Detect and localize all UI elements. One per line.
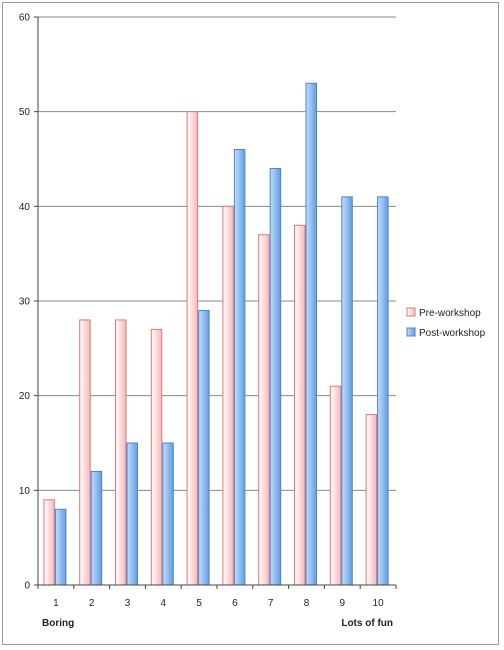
bar-post-workshop-4: [162, 442, 174, 586]
y-tick-label: 0: [24, 581, 30, 592]
bar-pre-workshop-10: [365, 414, 378, 586]
bar-pre-workshop-9: [329, 385, 342, 586]
bar-pre-workshop-7: [258, 234, 270, 586]
bar-post-workshop-9: [341, 196, 353, 586]
x-axis-tick-labels: 1 2 3 4 5 6 7 8 9 10: [37, 585, 397, 609]
x-tick-label-8: 8: [304, 598, 310, 609]
x-tick-label-7: 7: [268, 598, 274, 609]
legend-label-post-workshop: Post-workshop: [419, 328, 486, 339]
bar-post-workshop-8: [305, 82, 317, 586]
bar-pre-workshop-4: [150, 328, 163, 586]
bar-pre-workshop-1: [43, 499, 55, 586]
x-tick-label-5: 5: [196, 598, 202, 609]
y-tick-label: 20: [19, 391, 31, 402]
x-tick-label-4: 4: [161, 598, 167, 609]
bar-pre-workshop-6: [222, 205, 234, 586]
bar-post-workshop-2: [90, 470, 103, 586]
legend-label-pre-workshop: Pre-workshop: [419, 308, 481, 319]
legend-swatch-pre-workshop: [406, 307, 416, 317]
bar-post-workshop-3: [126, 442, 138, 586]
bar-post-workshop-7: [269, 167, 282, 586]
x-axis-right-label: Lots of fun: [341, 618, 393, 629]
legend: Pre-workshop Post-workshop: [406, 307, 486, 339]
y-tick-label: 30: [19, 297, 31, 308]
x-axis-left-label: Boring: [42, 618, 74, 629]
x-tick-label-2: 2: [89, 598, 95, 609]
y-tick-label: 60: [19, 13, 31, 24]
y-tick-label: 10: [19, 486, 31, 497]
bar-pre-workshop-2: [79, 319, 91, 586]
bar-post-workshop-6: [233, 149, 246, 586]
bars: [43, 82, 389, 586]
x-tick-label-6: 6: [232, 598, 238, 609]
y-axis-tick-labels: 0 10 20 30 40 50 60: [19, 13, 38, 592]
y-tick-label: 40: [19, 202, 31, 213]
x-tick-label-10: 10: [373, 598, 385, 609]
bar-pre-workshop-5: [186, 111, 199, 586]
bar-pre-workshop-8: [294, 224, 306, 586]
x-tick-label-9: 9: [340, 598, 346, 609]
y-tick-label: 50: [19, 107, 31, 118]
legend-swatch-post-workshop: [406, 327, 416, 337]
x-tick-label-3: 3: [125, 598, 131, 609]
x-tick-label-1: 1: [53, 598, 59, 609]
bar-post-workshop-1: [54, 508, 67, 586]
bar-pre-workshop-3: [115, 319, 127, 586]
bar-post-workshop-5: [198, 309, 210, 586]
bar-post-workshop-10: [377, 196, 389, 586]
